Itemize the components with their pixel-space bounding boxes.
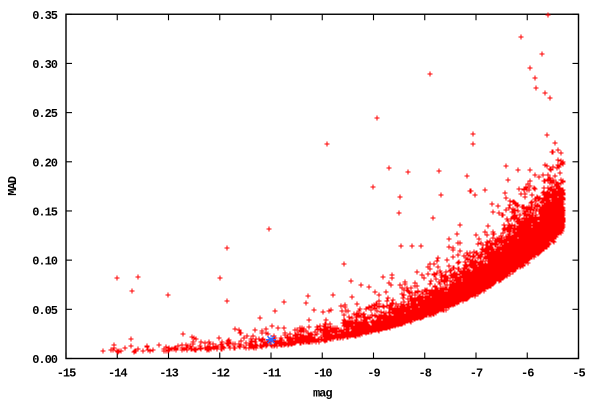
svg-text:-7: -7 bbox=[470, 367, 483, 381]
svg-text:mag: mag bbox=[313, 387, 332, 400]
svg-text:0.05: 0.05 bbox=[32, 304, 58, 318]
svg-text:0.15: 0.15 bbox=[32, 205, 58, 219]
svg-text:-12: -12 bbox=[210, 367, 229, 381]
svg-text:-11: -11 bbox=[262, 367, 281, 381]
svg-text:-14: -14 bbox=[108, 367, 127, 381]
svg-text:0.00: 0.00 bbox=[32, 353, 58, 367]
svg-text:-10: -10 bbox=[313, 367, 332, 381]
svg-text:-9: -9 bbox=[367, 367, 380, 381]
svg-text:0.25: 0.25 bbox=[32, 107, 58, 121]
svg-text:-6: -6 bbox=[521, 367, 534, 381]
svg-text:-13: -13 bbox=[159, 367, 178, 381]
svg-text:-15: -15 bbox=[57, 367, 76, 381]
svg-text:0.35: 0.35 bbox=[32, 9, 58, 23]
svg-text:MAD: MAD bbox=[6, 176, 20, 195]
svg-text:-8: -8 bbox=[419, 367, 432, 381]
svg-text:0.20: 0.20 bbox=[32, 156, 58, 170]
svg-text:0.30: 0.30 bbox=[32, 58, 58, 72]
svg-text:-5: -5 bbox=[572, 367, 585, 381]
svg-text:0.10: 0.10 bbox=[32, 255, 58, 269]
